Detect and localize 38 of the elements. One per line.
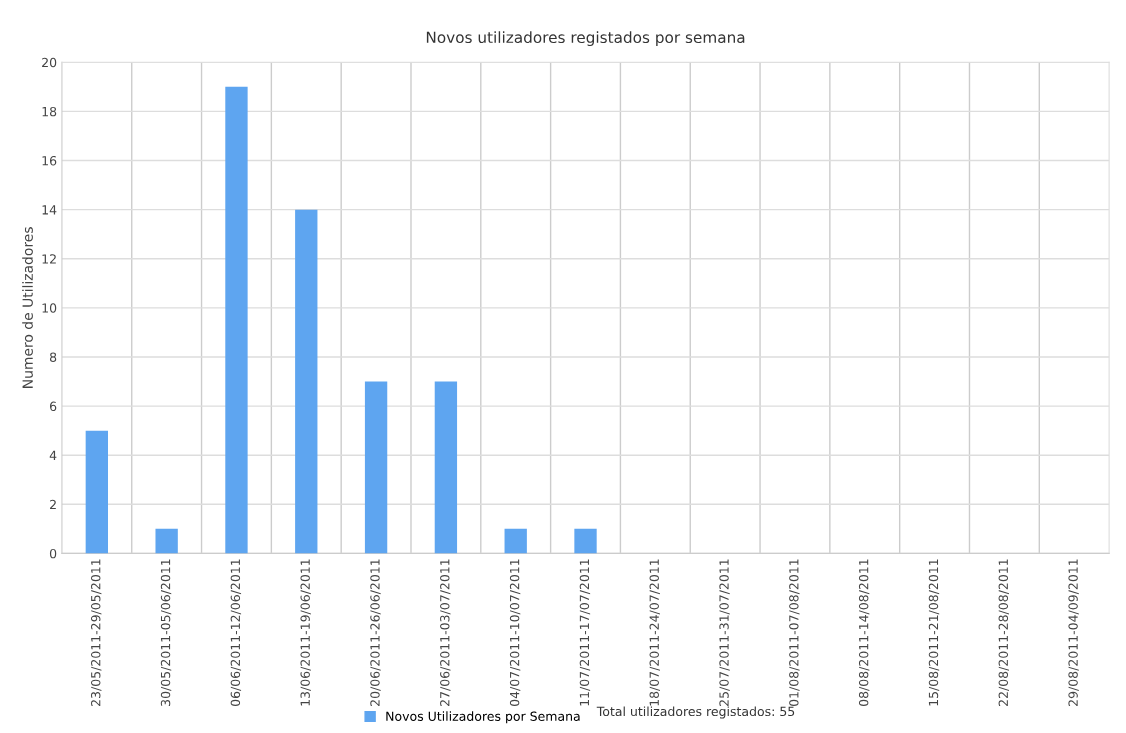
y-tick-label: 6 (49, 401, 57, 412)
x-tick-label: 06/06/2011-12/06/2011 (230, 559, 242, 707)
y-tick-label: 12 (42, 254, 56, 264)
bar (574, 528, 597, 554)
x-tick-label: 13/06/2011-19/06/2011 (300, 559, 311, 706)
y-tick-label: 8 (49, 352, 57, 362)
x-tick-label: 27/06/2011-03/07/2011 (440, 559, 451, 706)
bar (295, 209, 318, 554)
bar (225, 86, 248, 554)
legend-label: Novos Utilizadores por Semana (386, 711, 580, 724)
bar (504, 528, 527, 554)
y-tick-label: 18 (42, 106, 57, 117)
x-tick-label: 22/08/2011-28/08/2011 (998, 559, 1009, 706)
x-tick-label: 23/05/2011-29/05/2011 (91, 559, 102, 706)
x-tick-label: 01/08/2011-07/08/2011 (789, 559, 800, 707)
bar (155, 528, 178, 554)
x-tick-label: 15/08/2011-21/08/2011 (928, 559, 940, 706)
x-tick-label: 08/08/2011-14/08/2011 (858, 559, 870, 707)
text: Total utilizadores registados: 55 (596, 706, 795, 719)
x-tick-label: 29/08/2011-04/09/2011 (1068, 559, 1079, 706)
x-tick-label: 20/06/2011-26/06/2011 (370, 559, 381, 706)
y-tick-label: 10 (42, 303, 57, 313)
x-tick-label: 11/07/2011-17/07/2011 (579, 559, 591, 706)
y-axis-title: Numero de Utilizadores (22, 227, 33, 388)
y-tick-label: 2 (50, 499, 56, 510)
y-tick-label: 4 (49, 450, 57, 460)
y-tick-label: 0 (49, 548, 57, 559)
y-tick-label: 20 (42, 57, 57, 68)
y-tick-label: 16 (42, 156, 57, 166)
x-tick-label: 30/05/2011-05/06/2011 (160, 559, 172, 706)
x-tick-label: 04/07/2011-10/07/2011 (509, 559, 521, 707)
bar (434, 381, 458, 554)
x-tick-label: 18/07/2011-24/07/2011 (649, 559, 660, 706)
x-tick-label: 25/07/2011-31/07/2011 (719, 559, 730, 706)
bar (85, 430, 109, 554)
chart-title: Novos utilizadores registados por semana (426, 31, 745, 47)
y-tick-label: 14 (42, 205, 57, 215)
bar (364, 381, 388, 554)
